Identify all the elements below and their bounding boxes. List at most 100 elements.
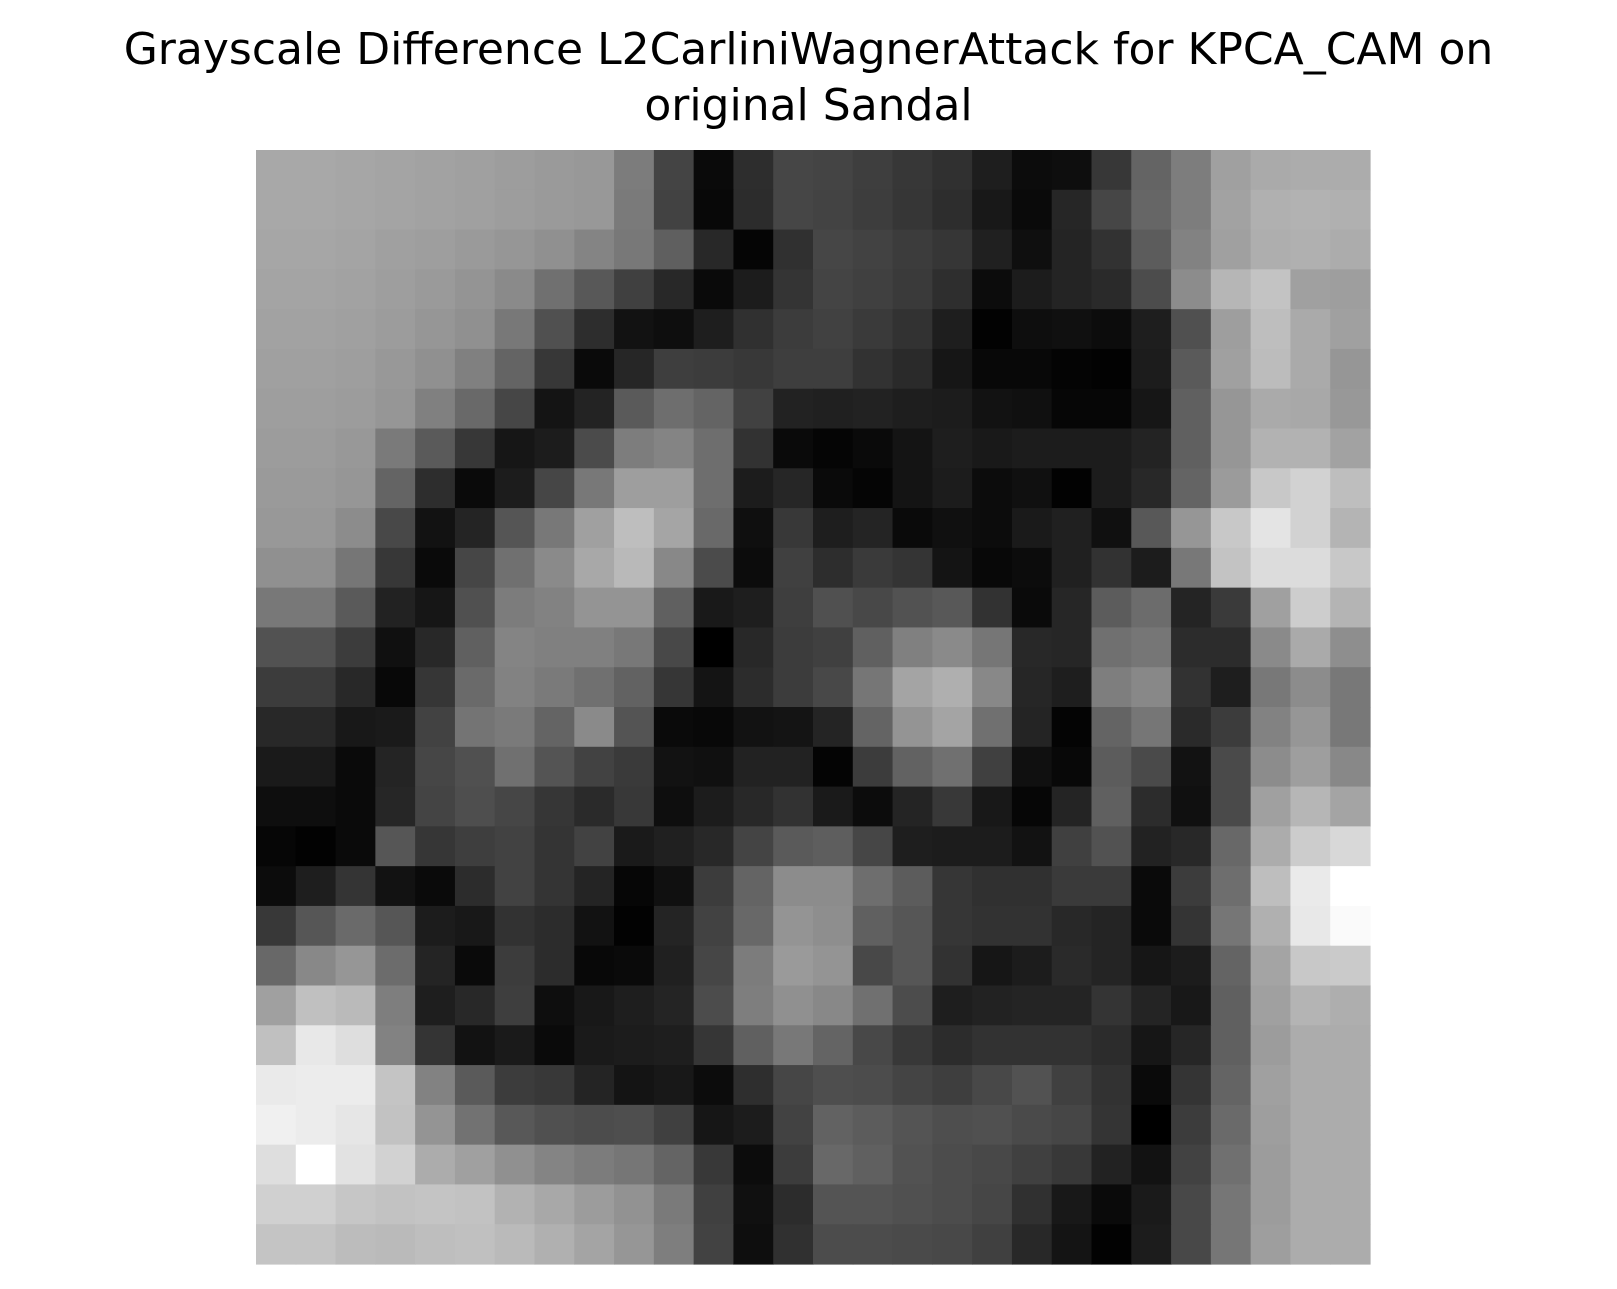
heatmap-cell-r18-c0: [256, 866, 297, 907]
heatmap-cell-r22-c11: [693, 1025, 735, 1066]
heatmap-cell-r15-c1: [295, 746, 337, 788]
heatmap-cell-r4-c16: [892, 309, 933, 350]
heatmap-cell-r27-c21: [1091, 1224, 1132, 1265]
heatmap-cell-r21-c24: [1210, 985, 1252, 1026]
heatmap-cell-r0-c12: [733, 150, 774, 191]
heatmap-cell-r13-c11: [693, 667, 735, 708]
chart-title-line-2: original Sandal: [644, 80, 973, 131]
heatmap-cell-r12-c15: [852, 627, 894, 668]
heatmap-cell-r12-c22: [1131, 627, 1172, 668]
heatmap-cell-r23-c19: [1011, 1065, 1053, 1106]
heatmap-cell-r0-c22: [1131, 150, 1172, 191]
heatmap-cell-r6-c3: [375, 388, 416, 430]
heatmap-cell-r5-c1: [295, 348, 337, 390]
heatmap-cell-r11-c9: [614, 587, 655, 629]
heatmap-cell-r9-c5: [454, 508, 496, 549]
heatmap-cell-r10-c8: [574, 547, 615, 589]
heatmap-cell-r27-c6: [494, 1224, 536, 1265]
heatmap-cell-r14-c19: [1011, 707, 1053, 748]
heatmap-cell-r3-c15: [852, 269, 894, 310]
heatmap-cell-r26-c5: [454, 1184, 496, 1225]
heatmap-cell-r20-c0: [256, 945, 297, 987]
heatmap-cell-r13-c25: [1250, 667, 1292, 708]
heatmap-cell-r12-c12: [733, 627, 774, 668]
heatmap-cell-r23-c27: [1330, 1065, 1371, 1106]
heatmap-cell-r8-c24: [1210, 468, 1252, 509]
heatmap-cell-r14-c14: [813, 707, 854, 748]
heatmap-cell-r17-c7: [534, 826, 575, 867]
heatmap-cell-r9-c1: [295, 508, 337, 549]
heatmap-cell-r23-c16: [892, 1065, 933, 1106]
heatmap-cell-r4-c24: [1210, 309, 1252, 350]
heatmap-cell-r20-c9: [614, 945, 655, 987]
heatmap-cell-r10-c1: [295, 547, 337, 589]
heatmap-cell-r1-c19: [1011, 189, 1053, 231]
heatmap-cell-r7-c2: [335, 428, 376, 469]
heatmap-cell-r12-c5: [454, 627, 496, 668]
heatmap-cell-r17-c20: [1051, 826, 1093, 867]
heatmap-cell-r4-c17: [932, 309, 973, 350]
heatmap-cell-r20-c8: [574, 945, 615, 987]
heatmap-cell-r18-c4: [415, 866, 456, 907]
heatmap-cell-r13-c3: [375, 667, 416, 708]
heatmap-cell-r18-c2: [335, 866, 376, 907]
heatmap-cell-r9-c4: [415, 508, 456, 549]
heatmap-cell-r6-c22: [1131, 388, 1172, 430]
heatmap-cell-r8-c3: [375, 468, 416, 509]
heatmap-cell-r5-c7: [534, 348, 575, 390]
heatmap-cell-r4-c1: [295, 309, 337, 350]
heatmap-cell-r19-c6: [494, 905, 536, 947]
heatmap-cell-r16-c2: [335, 786, 376, 827]
heatmap-cell-r8-c14: [813, 468, 854, 509]
heatmap-cell-r2-c9: [614, 229, 655, 270]
heatmap-cell-r2-c22: [1131, 229, 1172, 270]
heatmap-cell-r2-c13: [773, 229, 814, 270]
heatmap-cell-r14-c13: [773, 707, 814, 748]
heatmap-cell-r27-c16: [892, 1224, 933, 1265]
heatmap-cell-r20-c4: [415, 945, 456, 987]
heatmap-cell-r27-c26: [1290, 1224, 1331, 1265]
heatmap-cell-r5-c8: [574, 348, 615, 390]
heatmap-cell-r10-c4: [415, 547, 456, 589]
heatmap-cells: [256, 150, 1371, 1265]
heatmap-cell-r24-c15: [852, 1104, 894, 1146]
heatmap-cell-r12-c13: [773, 627, 814, 668]
heatmap-cell-r14-c16: [892, 707, 933, 748]
heatmap-cell-r21-c0: [256, 985, 297, 1026]
heatmap-cell-r21-c7: [534, 985, 575, 1026]
heatmap-cell-r25-c24: [1210, 1144, 1252, 1186]
heatmap-cell-r9-c23: [1171, 508, 1212, 549]
heatmap-cell-r27-c8: [574, 1224, 615, 1265]
heatmap-cell-r26-c6: [494, 1184, 536, 1225]
heatmap-cell-r8-c27: [1330, 468, 1371, 509]
heatmap-cell-r6-c19: [1011, 388, 1053, 430]
heatmap-cell-r10-c17: [932, 547, 973, 589]
heatmap-cell-r15-c6: [494, 746, 536, 788]
heatmap-cell-r7-c1: [295, 428, 337, 469]
heatmap-cell-r13-c10: [653, 667, 695, 708]
heatmap-cell-r3-c23: [1171, 269, 1212, 310]
heatmap-cell-r6-c6: [494, 388, 536, 430]
heatmap-cell-r10-c3: [375, 547, 416, 589]
heatmap-cell-r14-c22: [1131, 707, 1172, 748]
heatmap-cell-r0-c14: [813, 150, 854, 191]
heatmap-cell-r10-c11: [693, 547, 735, 589]
heatmap-cell-r1-c12: [733, 189, 774, 231]
heatmap-cell-r22-c2: [335, 1025, 376, 1066]
heatmap-cell-r6-c16: [892, 388, 933, 430]
heatmap-cell-r7-c0: [256, 428, 297, 469]
heatmap-cell-r15-c8: [574, 746, 615, 788]
heatmap-cell-r0-c16: [892, 150, 933, 191]
heatmap-cell-r17-c8: [574, 826, 615, 867]
heatmap-cell-r5-c13: [773, 348, 814, 390]
heatmap-cell-r13-c18: [972, 667, 1013, 708]
heatmap-cell-r11-c12: [733, 587, 774, 629]
heatmap-cell-r0-c19: [1011, 150, 1053, 191]
heatmap-cell-r19-c12: [733, 905, 774, 947]
heatmap-cell-r27-c17: [932, 1224, 973, 1265]
heatmap-cell-r23-c18: [972, 1065, 1013, 1106]
heatmap-cell-r2-c25: [1250, 229, 1292, 270]
heatmap-cell-r24-c2: [335, 1104, 376, 1146]
heatmap-cell-r13-c15: [852, 667, 894, 708]
heatmap-cell-r3-c12: [733, 269, 774, 310]
